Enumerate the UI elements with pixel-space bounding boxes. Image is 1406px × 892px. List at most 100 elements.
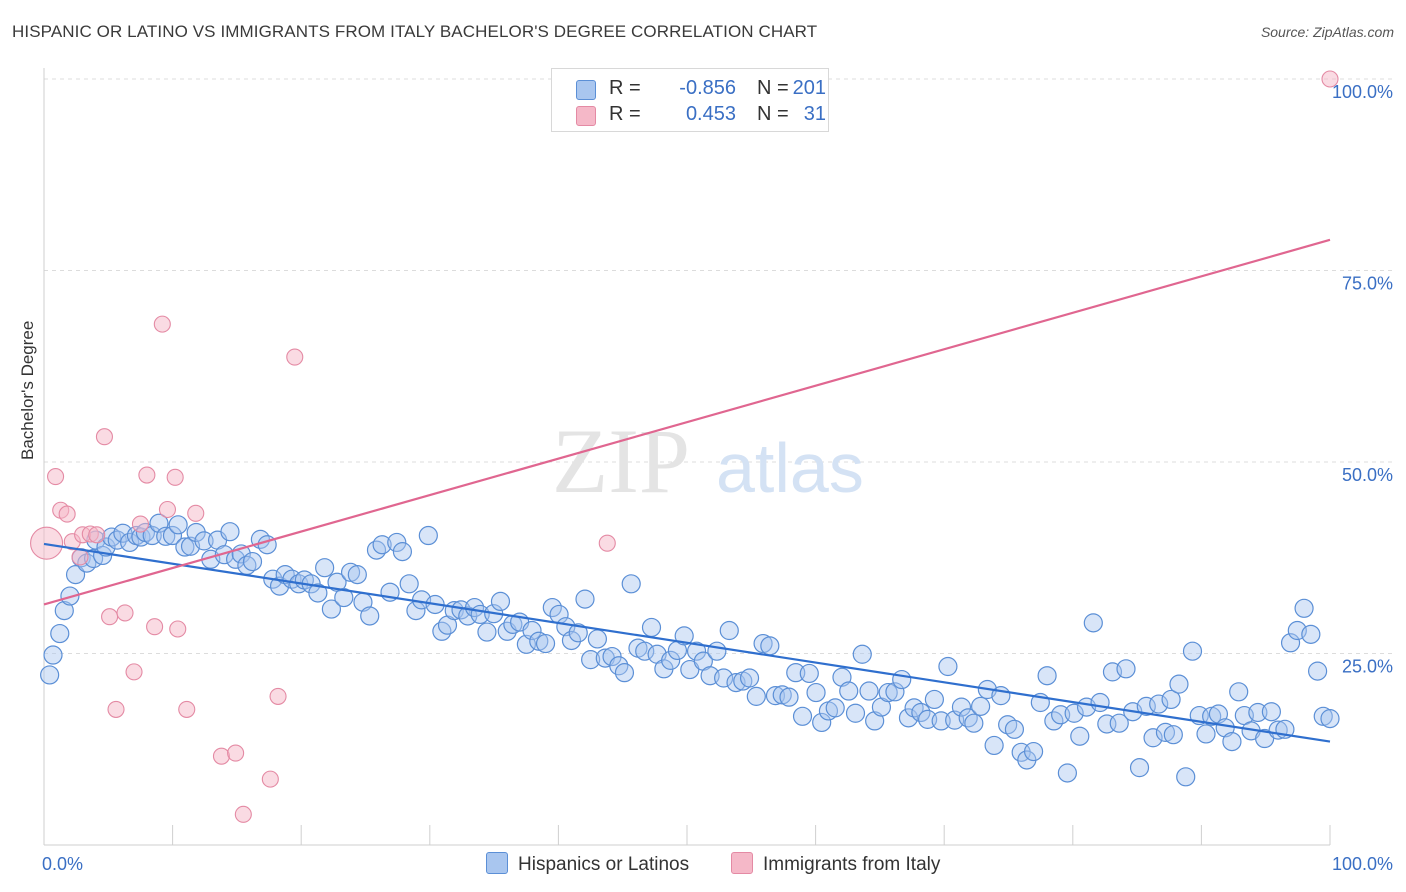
- legend-r-label: R =: [609, 77, 641, 99]
- italy-point-26: [261, 770, 279, 788]
- italy-point-12: [116, 604, 134, 622]
- hispanics-point-22: [162, 525, 183, 546]
- italy-point-28: [286, 348, 304, 366]
- legend-n-label: N =: [757, 103, 789, 125]
- hispanics-point-159: [1057, 763, 1077, 783]
- hispanics-point-121: [806, 682, 826, 703]
- italy-point-1: [47, 468, 65, 486]
- trend-lines: [43, 238, 1331, 743]
- hispanics-point-140: [931, 711, 951, 731]
- hispanics-point-151: [1004, 719, 1025, 739]
- hispanics-point-194: [1280, 633, 1301, 653]
- y-tick-label-3: 100.0%: [1332, 82, 1393, 102]
- hispanics-point-106: [707, 641, 727, 661]
- hispanics-point-118: [786, 663, 806, 683]
- hispanics-point-185: [1222, 731, 1242, 752]
- hispanics-point-186: [1229, 682, 1249, 702]
- italy-point-0: [30, 526, 64, 560]
- hispanics-point-129: [859, 681, 879, 701]
- hispanics-point-133: [885, 682, 905, 702]
- legend-swatch-blue: [576, 80, 596, 100]
- bottom-legend-swatch-blue: [486, 852, 508, 874]
- legend-n-label: N =: [757, 77, 789, 99]
- hispanics-point-96: [641, 617, 662, 638]
- watermark-zip: ZIP: [552, 410, 690, 512]
- hispanics-point-111: [739, 668, 760, 688]
- hispanics-point-172: [1143, 728, 1163, 748]
- hispanics-trend-line: [43, 542, 1331, 743]
- hispanics-point-15: [120, 532, 140, 553]
- hispanics-point-87: [581, 650, 601, 670]
- hispanics-point-21: [156, 526, 176, 546]
- y-tick-label-1: 50.0%: [1342, 465, 1393, 485]
- italy-point-14: [131, 515, 149, 533]
- hispanics-point-1: [43, 645, 63, 665]
- hispanics-point-168: [1116, 659, 1136, 679]
- hispanics-point-114: [760, 636, 780, 656]
- hispanics-point-164: [1090, 692, 1110, 713]
- italy-point-10: [101, 608, 119, 626]
- hispanics-point-2: [50, 623, 70, 644]
- hispanics-point-135: [898, 708, 919, 728]
- hispanics-point-31: [220, 522, 240, 542]
- hispanics-point-71: [477, 622, 497, 642]
- hispanics-point-55: [372, 535, 392, 555]
- hispanics-point-11: [96, 537, 116, 557]
- hispanics-point-124: [825, 698, 845, 718]
- italy-point-25: [234, 805, 252, 823]
- hispanics-point-145: [964, 713, 984, 733]
- hispanics-point-92: [614, 663, 635, 683]
- hispanics-point-51: [347, 565, 367, 585]
- hispanics-point-46: [315, 558, 335, 578]
- italy-point-23: [212, 747, 231, 765]
- axes: [43, 68, 1330, 846]
- bottom-legend-label: Hispanics or Latinos: [518, 854, 690, 875]
- legend-r-value: 0.453: [685, 103, 736, 125]
- hispanics-point-146: [971, 696, 991, 716]
- hispanics-point-120: [799, 663, 819, 684]
- hispanics-point-58: [392, 542, 413, 562]
- tick-labels: 25.0% 50.0% 75.0% 100.0% 0.0% 100.0%: [42, 82, 1393, 874]
- hispanics-point-143: [951, 697, 972, 717]
- hispanics-point-196: [1294, 598, 1314, 618]
- hispanics-point-99: [661, 650, 681, 670]
- series-hispanics-points: [40, 513, 1340, 787]
- hispanics-point-47: [321, 599, 342, 619]
- italy-point-21: [178, 700, 196, 718]
- series-italy-points: [30, 70, 1339, 823]
- hispanics-point-85: [568, 623, 588, 643]
- source-label: Source: ZipAtlas.com: [1260, 24, 1394, 40]
- hispanics-point-137: [911, 702, 931, 723]
- hispanics-point-163: [1083, 613, 1103, 633]
- bottom-legend-label: Immigrants from Italy: [763, 854, 941, 875]
- italy-point-11: [107, 700, 125, 718]
- hispanics-point-59: [399, 574, 419, 594]
- hispanics-point-64: [432, 621, 452, 641]
- hispanics-point-108: [719, 620, 739, 641]
- hispanics-point-95: [635, 641, 655, 661]
- watermark: ZIP atlas: [552, 410, 864, 512]
- correlation-legend: R = -0.856 N = 201 R = 0.453 N = 31: [551, 68, 829, 132]
- hispanics-point-198: [1308, 661, 1328, 681]
- hispanics-point-35: [242, 551, 263, 572]
- italy-point-18: [158, 500, 177, 519]
- italy-point-15: [138, 466, 156, 484]
- hispanics-point-154: [1023, 741, 1044, 762]
- x-tick-label-0: 0.0%: [42, 854, 83, 874]
- hispanics-point-132: [878, 682, 898, 703]
- bottom-legend-swatch-pink: [731, 852, 753, 874]
- y-tick-label-0: 25.0%: [1342, 657, 1393, 677]
- hispanics-point-53: [360, 606, 380, 626]
- chart-title: HISPANIC OR LATINO VS IMMIGRANTS FROM IT…: [12, 22, 818, 41]
- hispanics-point-119: [792, 706, 813, 726]
- hispanics-point-200: [1320, 709, 1340, 729]
- italy-point-27: [269, 687, 287, 705]
- italy-point-24: [227, 744, 245, 762]
- legend-swatch-pink: [576, 106, 596, 126]
- italy-point-30: [1321, 70, 1339, 88]
- italy-point-8: [88, 526, 106, 544]
- y-tick-label-2: 75.0%: [1342, 274, 1393, 294]
- hispanics-point-86: [575, 589, 595, 609]
- hispanics-point-80: [535, 633, 556, 654]
